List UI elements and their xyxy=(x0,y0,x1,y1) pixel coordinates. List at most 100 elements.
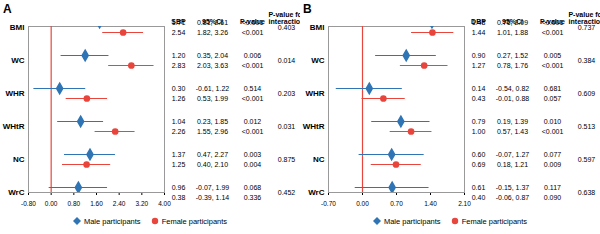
svg-text:P-value forinteraction: P-value forinteraction xyxy=(568,11,600,25)
svg-text:-0.06, 0.87: -0.06, 0.87 xyxy=(496,194,530,201)
svg-text:-0.15, 1.37: -0.15, 1.37 xyxy=(496,184,530,191)
svg-text:<0.001: <0.001 xyxy=(242,128,264,135)
svg-text:0.53, 1.99: 0.53, 1.99 xyxy=(197,95,228,102)
svg-text:1.82, 3.26: 1.82, 3.26 xyxy=(197,29,228,36)
svg-text:2.26: 2.26 xyxy=(172,128,186,135)
svg-text:0.006: 0.006 xyxy=(244,52,262,59)
svg-text:0.19, 1.39: 0.19, 1.39 xyxy=(497,118,528,125)
svg-text:2.40: 2.40 xyxy=(113,200,126,207)
svg-text:0.57, 1.43: 0.57, 1.43 xyxy=(497,128,528,135)
svg-text:0.30: 0.30 xyxy=(172,85,186,92)
svg-text:0.336: 0.336 xyxy=(244,194,262,201)
svg-text:-0.07, 1.99: -0.07, 1.99 xyxy=(196,184,230,191)
svg-text:0.23, 1.85: 0.23, 1.85 xyxy=(197,118,228,125)
svg-text:0.057: 0.057 xyxy=(544,95,562,102)
svg-text:4.00: 4.00 xyxy=(158,200,171,207)
svg-text:0.638: 0.638 xyxy=(578,189,596,196)
svg-text:NC: NC xyxy=(13,155,25,164)
svg-text:0.005: 0.005 xyxy=(544,52,562,59)
svg-text:0.14: 0.14 xyxy=(472,85,486,92)
svg-text:0.69: 0.69 xyxy=(472,161,486,168)
svg-text:1.20: 1.20 xyxy=(172,52,186,59)
svg-text:1.55, 2.96: 1.55, 2.96 xyxy=(197,128,228,135)
svg-text:0.70: 0.70 xyxy=(390,200,403,207)
svg-text:1.04: 1.04 xyxy=(172,118,186,125)
svg-text:0.35, 2.04: 0.35, 2.04 xyxy=(197,52,228,59)
svg-text:0.117: 0.117 xyxy=(544,184,561,191)
svg-text:2.10: 2.10 xyxy=(458,200,471,207)
svg-text:0.61: 0.61 xyxy=(472,184,486,191)
svg-text:1.37: 1.37 xyxy=(172,151,186,158)
svg-text:WHtR: WHtR xyxy=(303,122,325,131)
svg-text:0.18, 1.21: 0.18, 1.21 xyxy=(497,161,528,168)
svg-text:BMI: BMI xyxy=(10,23,25,32)
svg-text:0.38: 0.38 xyxy=(172,194,186,201)
svg-text:2.83: 2.83 xyxy=(172,62,186,69)
svg-text:WrC: WrC xyxy=(8,188,25,197)
svg-text:0.60: 0.60 xyxy=(472,151,486,158)
svg-text:0.40: 0.40 xyxy=(472,194,486,201)
svg-text:BMI: BMI xyxy=(310,23,325,32)
svg-text:0.80: 0.80 xyxy=(68,200,81,207)
svg-text:0.403: 0.403 xyxy=(278,24,296,31)
svg-text:0.012: 0.012 xyxy=(244,118,262,125)
svg-text:<0.001: <0.001 xyxy=(242,29,264,36)
svg-text:0.609: 0.609 xyxy=(578,90,596,97)
svg-text:<0.001: <0.001 xyxy=(542,62,564,69)
svg-text:0.004: 0.004 xyxy=(244,161,262,168)
svg-text:0.875: 0.875 xyxy=(278,156,296,163)
svg-text:0.077: 0.077 xyxy=(544,151,562,158)
svg-text:0.00: 0.00 xyxy=(356,200,369,207)
svg-text:0.681: 0.681 xyxy=(544,85,562,92)
svg-text:2.03, 3.63: 2.03, 3.63 xyxy=(197,62,228,69)
svg-text:0.090: 0.090 xyxy=(544,194,562,201)
svg-text:P-value forinteraction: P-value forinteraction xyxy=(268,11,300,25)
svg-text:0.40, 2.10: 0.40, 2.10 xyxy=(197,161,228,168)
svg-text:WC: WC xyxy=(311,56,325,65)
svg-text:0.068: 0.068 xyxy=(244,184,262,191)
svg-text:0.27, 1.52: 0.27, 1.52 xyxy=(497,52,528,59)
svg-text:NC: NC xyxy=(313,155,325,164)
svg-text:1.00: 1.00 xyxy=(472,128,486,135)
svg-text:<0.001: <0.001 xyxy=(542,29,564,36)
svg-text:2.54: 2.54 xyxy=(172,29,186,36)
svg-text:0.203: 0.203 xyxy=(278,90,296,97)
svg-text:SBP: SBP xyxy=(171,18,186,25)
svg-text:1.01, 1.88: 1.01, 1.88 xyxy=(497,29,528,36)
svg-text:-0.70: -0.70 xyxy=(321,200,336,207)
svg-text:0.737: 0.737 xyxy=(578,24,596,31)
svg-text:1.26: 1.26 xyxy=(172,95,186,102)
svg-text:0.010: 0.010 xyxy=(544,118,562,125)
svg-text:0.79: 0.79 xyxy=(472,118,486,125)
svg-text:-0.39, 1.14: -0.39, 1.14 xyxy=(196,194,230,201)
svg-text:-0.01, 0.88: -0.01, 0.88 xyxy=(496,95,530,102)
svg-text:<0.001: <0.001 xyxy=(542,128,564,135)
svg-text:WHtR: WHtR xyxy=(3,122,25,131)
svg-text:0.009: 0.009 xyxy=(544,161,562,168)
svg-text:<0.001: <0.001 xyxy=(242,62,264,69)
svg-text:0.47, 2.27: 0.47, 2.27 xyxy=(197,151,228,158)
svg-text:1.27: 1.27 xyxy=(472,62,486,69)
svg-text:0.96: 0.96 xyxy=(172,184,186,191)
svg-text:DBP: DBP xyxy=(471,18,486,25)
svg-text:3.20: 3.20 xyxy=(136,200,149,207)
svg-text:0.514: 0.514 xyxy=(244,85,262,92)
svg-text:0.003: 0.003 xyxy=(244,151,262,158)
svg-text:0.00: 0.00 xyxy=(45,200,58,207)
svg-text:0.90: 0.90 xyxy=(472,52,486,59)
svg-text:1.25: 1.25 xyxy=(172,161,186,168)
svg-text:0.43: 0.43 xyxy=(472,95,486,102)
svg-text:0.014: 0.014 xyxy=(278,57,296,64)
svg-text:WrC: WrC xyxy=(308,188,325,197)
svg-text:1.40: 1.40 xyxy=(424,200,437,207)
svg-text:0.597: 0.597 xyxy=(578,156,596,163)
svg-text:-0.07, 1.27: -0.07, 1.27 xyxy=(496,151,530,158)
svg-text:-0.80: -0.80 xyxy=(21,200,36,207)
svg-text:0.031: 0.031 xyxy=(278,123,296,130)
svg-text:0.513: 0.513 xyxy=(578,123,596,130)
svg-text:WHR: WHR xyxy=(305,89,324,98)
svg-text:0.452: 0.452 xyxy=(278,189,296,196)
svg-text:<0.001: <0.001 xyxy=(242,95,264,102)
svg-text:1.44: 1.44 xyxy=(472,29,486,36)
svg-text:-0.54, 0.82: -0.54, 0.82 xyxy=(496,85,530,92)
